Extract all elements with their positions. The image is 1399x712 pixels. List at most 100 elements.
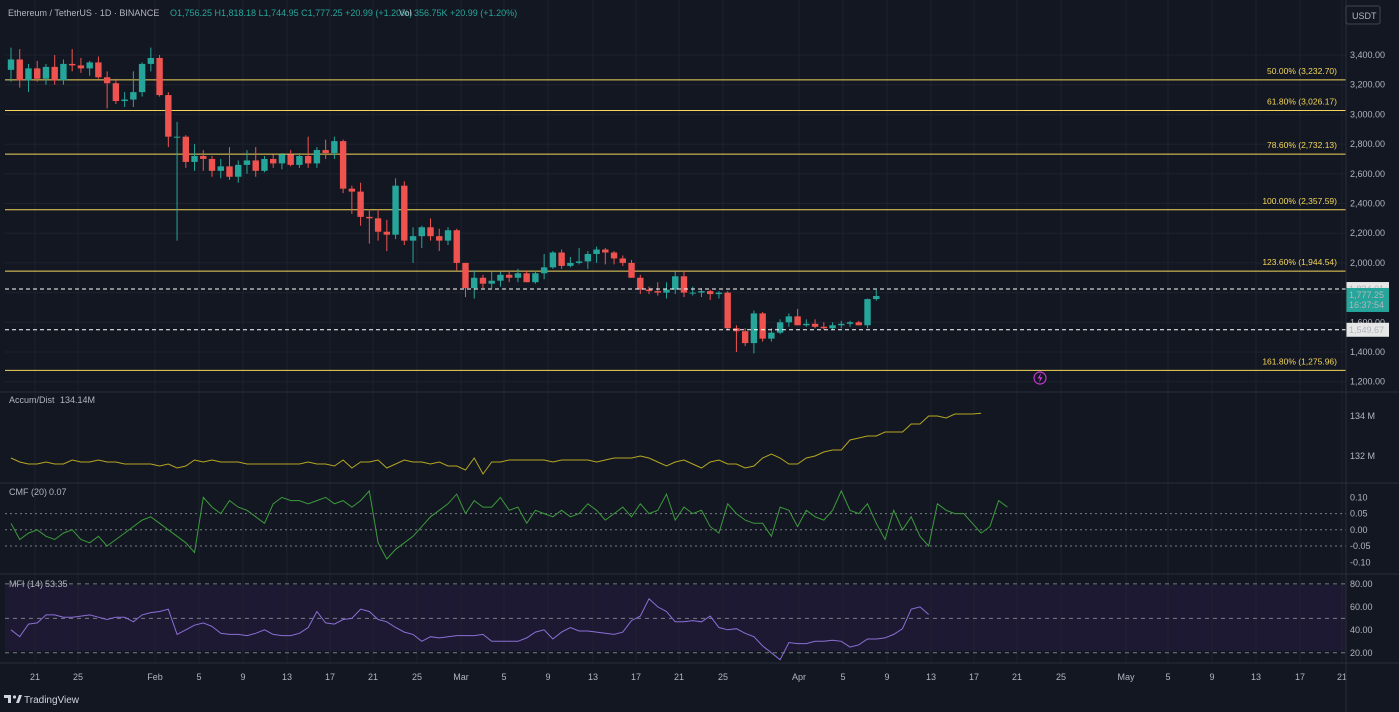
time-tick-label: 21: [368, 672, 378, 682]
mfi-band-fill: [5, 585, 1346, 651]
time-tick-label: 9: [1209, 672, 1214, 682]
candle-body: [593, 249, 600, 254]
time-tick-label: 17: [969, 672, 979, 682]
accum-dist-title[interactable]: Accum/Dist: [9, 395, 55, 405]
candle-body: [322, 150, 329, 154]
candle-body: [471, 277, 478, 289]
candle-body: [811, 323, 819, 327]
cmf-tick-label: 0.00: [1350, 525, 1368, 535]
alert-lightning-icon[interactable]: [1033, 371, 1047, 385]
candle-body: [672, 276, 679, 290]
candle-body: [77, 65, 85, 69]
tradingview-logo-icon[interactable]: [4, 695, 22, 703]
candle-body: [444, 230, 452, 241]
mfi-title[interactable]: MFI (14): [9, 579, 43, 589]
candle-body: [741, 331, 749, 344]
candle-body: [200, 155, 207, 159]
cmf-title[interactable]: CMF (20): [9, 487, 47, 497]
candle-body: [208, 158, 216, 171]
candle-body: [313, 150, 321, 164]
time-tick-label: 25: [412, 672, 422, 682]
price-tick-label: 3,000.00: [1350, 109, 1385, 119]
candle-body: [855, 322, 862, 326]
cmf-value: 0.07: [49, 487, 67, 497]
price-tick-label: 3,400.00: [1350, 50, 1385, 60]
mfi-line: [10, 597, 930, 661]
quote-currency-badge[interactable]: USDT: [1345, 5, 1381, 25]
time-tick-label: 9: [884, 672, 889, 682]
candle-body: [357, 191, 364, 217]
fib-level-label: 161.80% (1,275.96): [1262, 356, 1337, 366]
price-tick-label: 2,400.00: [1350, 199, 1385, 209]
candle-body: [829, 325, 836, 329]
time-tick-label: 17: [631, 672, 641, 682]
time-tick-label: 13: [926, 672, 936, 682]
candle-body: [689, 292, 696, 294]
symbol-title[interactable]: Ethereum / TetherUS · 1D · BINANCE: [8, 8, 159, 18]
candle-body: [287, 154, 294, 165]
candle-body: [374, 218, 382, 232]
price-tick-label: 2,200.00: [1350, 228, 1385, 238]
fib-levels: 50.00% (3,232.70) 61.80% (3,026.17) 78.60%…: [5, 66, 1346, 371]
candle-body: [558, 252, 565, 266]
candle-body: [663, 289, 670, 293]
candle-body: [584, 253, 592, 262]
candle-body: [453, 230, 460, 263]
time-tick-label: 17: [1295, 672, 1305, 682]
time-tick-label: 21: [1012, 672, 1022, 682]
price-axis: 3,400.00 3,200.00 3,000.00 2,800.00 2,600.00…: [1346, 50, 1389, 658]
time-tick-label: Mar: [453, 672, 469, 682]
candle-body: [750, 313, 758, 344]
candle-body: [794, 316, 801, 326]
countdown-label: 16:37:54: [1349, 300, 1384, 310]
candle-body: [488, 280, 495, 284]
candle-body: [776, 322, 784, 333]
candle-body: [873, 295, 880, 300]
candle-body: [34, 68, 41, 79]
candle-body: [51, 66, 58, 81]
mfi-tick-label: 20.00: [1350, 648, 1373, 658]
time-tick-label: 25: [1056, 672, 1066, 682]
price-line-label: 1,549.67: [1349, 325, 1384, 335]
time-tick-label: May: [1117, 672, 1135, 682]
time-tick-label: 21: [1337, 672, 1347, 682]
candle-body: [103, 77, 111, 84]
candle-body: [715, 292, 723, 295]
candle-body: [86, 62, 93, 69]
candle-body: [610, 252, 618, 259]
candle-body: [436, 236, 443, 241]
last-price-label: 1,777.25: [1349, 290, 1384, 300]
price-tick-label: 2,600.00: [1350, 169, 1385, 179]
candle-body: [226, 166, 233, 177]
candle-body: [156, 57, 163, 96]
candle-body: [383, 231, 391, 235]
time-axis: 21 25 Feb 5 9 13 17 21 25 Mar 5 9 13 17 21 25 Apr 5 9 13 17 2…: [30, 672, 1347, 682]
time-tick-label: 21: [674, 672, 684, 682]
candle-body: [25, 68, 32, 81]
candle-body: [191, 155, 198, 162]
candle-body: [339, 141, 347, 189]
candle-body: [724, 292, 731, 329]
candle-body: [759, 313, 766, 339]
time-tick-label: 13: [282, 672, 292, 682]
mfi-tick-label: 40.00: [1350, 625, 1373, 635]
candle-body: [261, 158, 268, 171]
price-tick-label: 2,000.00: [1350, 258, 1385, 268]
candle-body: [348, 188, 356, 192]
candlestick-series: [7, 47, 880, 354]
candle-body: [785, 316, 793, 323]
volume-readout: 356.75K +20.99 (+1.20%): [414, 8, 517, 18]
candle-body: [654, 291, 661, 293]
candle-body: [7, 59, 15, 70]
time-tick-label: 25: [718, 672, 728, 682]
candle-body: [540, 267, 548, 274]
tradingview-brand[interactable]: TradingView: [24, 695, 80, 706]
time-tick-label: 25: [73, 672, 83, 682]
price-line-badge: [1346, 322, 1389, 337]
accum-dist-value: 134.14M: [60, 395, 95, 405]
accum-dist-line: [10, 412, 982, 475]
candle-body: [366, 216, 373, 219]
candle-body: [768, 332, 775, 339]
candle-body: [479, 277, 487, 284]
